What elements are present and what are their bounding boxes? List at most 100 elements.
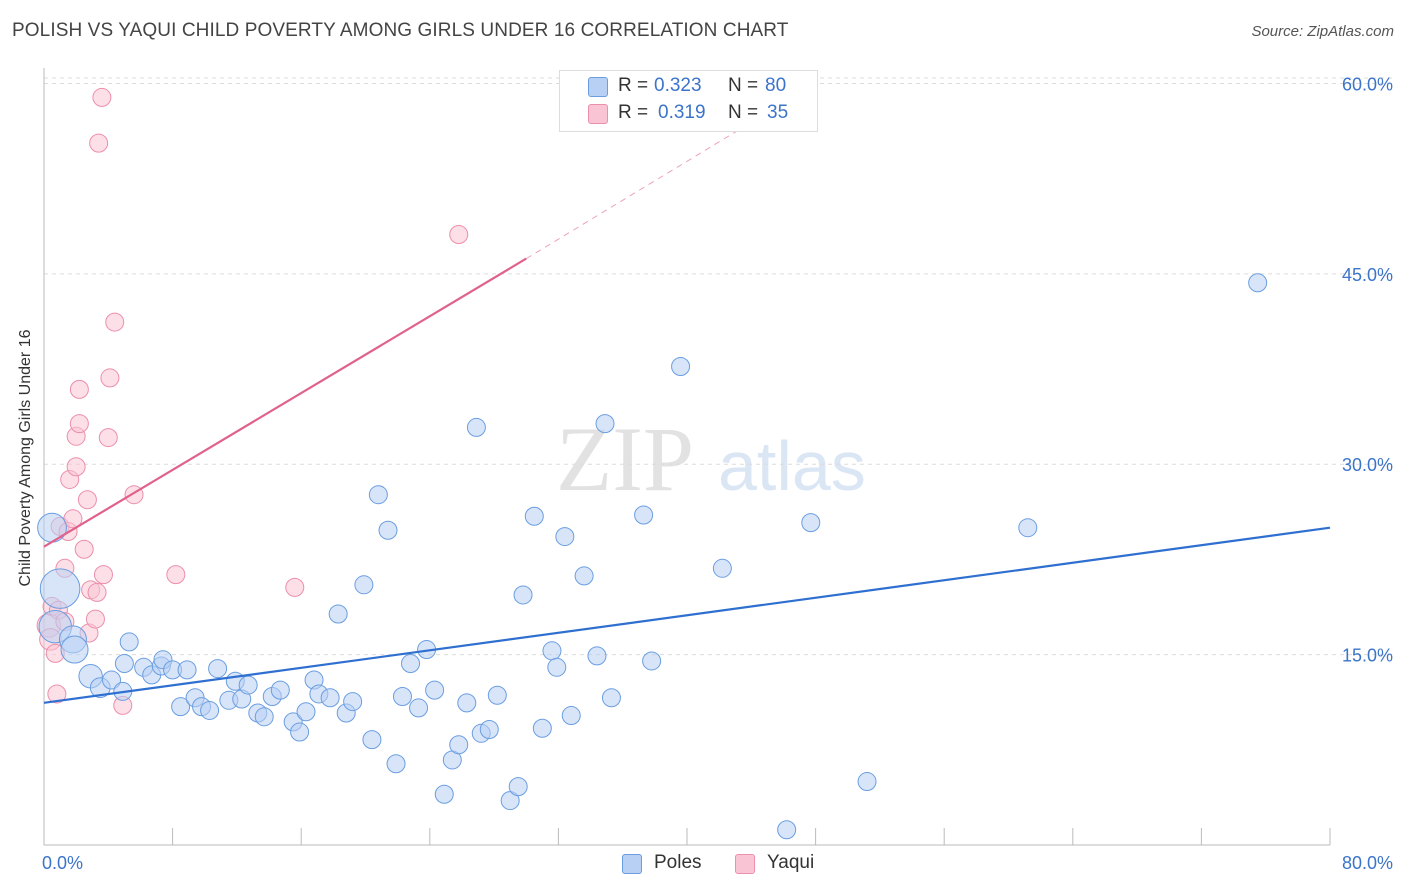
- yaqui-point: [69, 379, 89, 399]
- yaqui-point: [98, 428, 118, 448]
- x-tick-label-min: 0.0%: [42, 853, 83, 873]
- poles-point: [513, 585, 533, 605]
- poles-point: [102, 670, 122, 690]
- yaqui-point: [92, 87, 112, 107]
- yaqui-point: [93, 565, 113, 585]
- poles-point: [39, 568, 81, 609]
- poles-r-value: 0.323: [654, 75, 702, 96]
- yaqui-point: [285, 577, 305, 597]
- poles-point: [508, 777, 528, 797]
- poles-point: [171, 697, 191, 717]
- poles-point: [1248, 273, 1268, 293]
- poles-point: [177, 660, 197, 680]
- yaqui-r-label: R =: [618, 102, 649, 123]
- poles-swatch: [588, 77, 608, 97]
- yaqui-point: [47, 684, 67, 704]
- poles-point: [354, 575, 374, 595]
- yaqui-point: [85, 609, 105, 629]
- poles-point: [524, 506, 544, 526]
- poles-point: [401, 654, 421, 673]
- poles-point: [290, 722, 310, 742]
- watermark-zip: ZIP: [556, 408, 694, 510]
- poles-point: [479, 720, 499, 739]
- poles-point: [601, 688, 621, 708]
- yaqui-point: [69, 414, 89, 434]
- poles-point: [208, 659, 228, 679]
- bottom-poles-label: Poles: [654, 852, 702, 873]
- poles-points: [37, 273, 1268, 840]
- poles-n-label: N =: [728, 75, 759, 96]
- poles-point: [392, 687, 412, 706]
- poles-point: [254, 707, 274, 727]
- yaqui-n-value: 35: [767, 102, 789, 123]
- legend: R = 0.323 N = 80 R = 0.319 N = 35: [559, 70, 818, 132]
- poles-n-value: 80: [765, 75, 787, 96]
- bottom-poles-swatch: [622, 854, 642, 874]
- poles-point: [200, 700, 220, 720]
- bottom-yaqui-label: Yaqui: [767, 852, 815, 873]
- yaqui-point: [89, 133, 109, 153]
- yaqui-point: [449, 225, 469, 244]
- y-axis-label: Child Poverty Among Girls Under 16: [17, 329, 34, 587]
- poles-point: [487, 685, 507, 705]
- poles-point: [466, 417, 486, 437]
- yaqui-point: [66, 457, 86, 477]
- yaqui-n-label: N =: [728, 102, 759, 123]
- chart-title: POLISH VS YAQUI CHILD POVERTY AMONG GIRL…: [12, 20, 789, 41]
- yaqui-point: [105, 312, 125, 332]
- trend-lines: [43, 83, 1331, 704]
- yaqui-trend-line: [43, 257, 527, 548]
- source-credit: Source: ZipAtlas.com: [1251, 23, 1394, 40]
- poles-point: [1018, 518, 1038, 538]
- yaqui-r-value: 0.319: [658, 102, 706, 123]
- yaqui-point: [100, 368, 120, 388]
- poles-point: [547, 657, 567, 677]
- poles-point: [671, 357, 691, 376]
- poles-point: [386, 754, 406, 774]
- poles-point: [449, 735, 469, 755]
- axes: [43, 68, 1331, 846]
- poles-point: [362, 730, 382, 750]
- poles-point: [532, 718, 552, 738]
- poles-point: [328, 604, 348, 624]
- yaqui-point: [166, 565, 186, 585]
- poles-point: [587, 646, 607, 666]
- poles-point: [119, 632, 139, 652]
- poles-point: [114, 654, 134, 673]
- yaqui-points: [36, 87, 469, 715]
- poles-point: [555, 527, 575, 547]
- bottom-yaqui-swatch: [735, 854, 755, 874]
- poles-point: [801, 513, 821, 533]
- poles-point: [409, 698, 429, 718]
- poles-point: [425, 680, 445, 700]
- watermark: ZIP atlas: [556, 408, 866, 510]
- poles-point: [270, 680, 290, 700]
- yaqui-point: [74, 539, 94, 559]
- poles-point: [777, 820, 797, 840]
- poles-trend-line: [43, 526, 1331, 704]
- yaqui-swatch: [588, 104, 608, 124]
- y-tick-label: 30.0%: [1342, 455, 1393, 475]
- poles-point: [542, 641, 562, 661]
- y-tick-label: 60.0%: [1342, 74, 1393, 94]
- poles-r-label: R =: [618, 75, 649, 96]
- poles-point: [238, 675, 258, 695]
- poles-point: [296, 702, 316, 722]
- yaqui-trend-extension: [525, 83, 816, 260]
- yaqui-point: [87, 582, 107, 602]
- poles-point: [434, 784, 454, 804]
- poles-point: [857, 772, 877, 792]
- watermark-atlas: atlas: [718, 427, 866, 505]
- poles-point: [37, 512, 67, 543]
- tick-labels: 15.0% 30.0% 45.0% 60.0% 0.0% 80.0%: [42, 74, 1393, 873]
- x-tick-label-max: 80.0%: [1342, 853, 1393, 873]
- poles-point: [634, 505, 654, 525]
- poles-point: [595, 414, 615, 434]
- poles-point: [561, 706, 581, 726]
- poles-point: [457, 693, 477, 713]
- poles-point: [574, 566, 594, 586]
- yaqui-point: [77, 490, 97, 510]
- poles-point: [712, 558, 732, 578]
- y-tick-label: 15.0%: [1342, 646, 1393, 666]
